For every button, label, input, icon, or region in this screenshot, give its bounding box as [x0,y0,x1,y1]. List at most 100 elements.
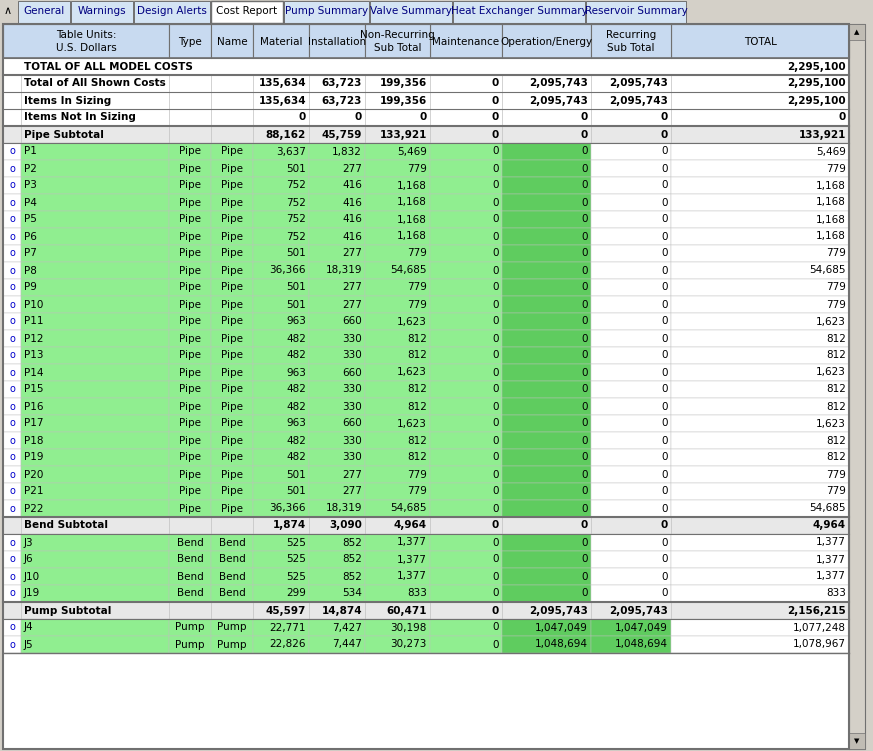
Text: 0: 0 [492,623,499,632]
Bar [211,415,253,432]
Bar [430,296,502,313]
Text: P4: P4 [24,198,37,207]
Text: 660: 660 [342,316,362,327]
Bar [671,534,849,551]
Text: Pipe: Pipe [179,198,201,207]
Bar [502,160,591,177]
Bar [671,262,849,279]
Text: 135,634: 135,634 [258,95,306,105]
Text: 812: 812 [826,436,846,445]
Text: P12: P12 [24,333,44,343]
Text: o: o [9,487,15,496]
Bar [502,279,591,296]
Bar [253,551,309,568]
Text: 0: 0 [492,418,499,429]
Bar [849,24,865,749]
Text: 2,295,100: 2,295,100 [787,79,846,89]
Text: 0: 0 [581,538,588,547]
Text: 1,874: 1,874 [272,520,306,530]
Bar [671,347,849,364]
Bar [253,636,309,653]
Text: 54,685: 54,685 [390,266,427,276]
Bar [253,364,309,381]
Text: 0: 0 [492,385,499,394]
Text: 0: 0 [581,215,588,225]
Text: o: o [9,367,15,378]
Bar [309,636,365,653]
Bar [3,296,21,313]
Text: 7,447: 7,447 [332,640,362,650]
Bar [591,534,671,551]
Text: 660: 660 [342,367,362,378]
Bar [591,398,671,415]
Text: 0: 0 [581,249,588,258]
Bar [211,194,253,211]
Bar [211,313,253,330]
Bar [591,279,671,296]
Text: 660: 660 [342,418,362,429]
Bar [253,177,309,194]
Text: o: o [9,215,15,225]
Bar [253,449,309,466]
Text: P20: P20 [24,469,44,479]
Bar [211,279,253,296]
Text: 1,168: 1,168 [816,198,846,207]
Text: o: o [9,333,15,343]
Text: Pipe: Pipe [221,164,243,173]
Text: ▼: ▼ [855,738,860,744]
Bar [253,279,309,296]
Text: P1: P1 [24,146,37,156]
Bar [3,381,21,398]
Text: 7,427: 7,427 [332,623,362,632]
Text: Pipe: Pipe [221,231,243,242]
Bar [671,194,849,211]
Text: 0: 0 [491,79,499,89]
Text: 0: 0 [662,215,668,225]
Bar [3,313,21,330]
Bar [169,211,211,228]
Bar [71,1,133,23]
Text: 0: 0 [662,436,668,445]
Bar [21,347,169,364]
Bar [591,194,671,211]
Bar [169,398,211,415]
Bar [591,228,671,245]
Bar [3,602,849,619]
Text: 416: 416 [342,180,362,191]
Text: 779: 779 [826,300,846,309]
Text: Pipe: Pipe [179,503,201,514]
Text: Bend: Bend [176,538,203,547]
Text: P5: P5 [24,215,37,225]
Bar [591,364,671,381]
Bar [671,381,849,398]
Bar [502,534,591,551]
Bar [365,534,430,551]
Bar [453,1,585,23]
Bar [169,568,211,585]
Text: 0: 0 [491,129,499,140]
Bar [253,262,309,279]
Bar [21,160,169,177]
Text: Pipe: Pipe [179,418,201,429]
Text: 0: 0 [581,129,588,140]
Bar [430,466,502,483]
Bar [502,143,591,160]
Text: Pump: Pump [217,640,247,650]
Bar [21,636,169,653]
Text: 0: 0 [662,538,668,547]
Bar [365,228,430,245]
Text: o: o [9,623,15,632]
Text: 0: 0 [491,113,499,122]
Text: 277: 277 [342,282,362,292]
Bar [169,466,211,483]
Text: 88,162: 88,162 [265,129,306,140]
Text: 133,921: 133,921 [799,129,846,140]
Bar [502,381,591,398]
Bar [591,432,671,449]
Bar [502,466,591,483]
Text: 3,090: 3,090 [329,520,362,530]
Text: P14: P14 [24,367,44,378]
Text: Pipe: Pipe [179,333,201,343]
Text: 1,377: 1,377 [397,554,427,565]
Bar [502,432,591,449]
